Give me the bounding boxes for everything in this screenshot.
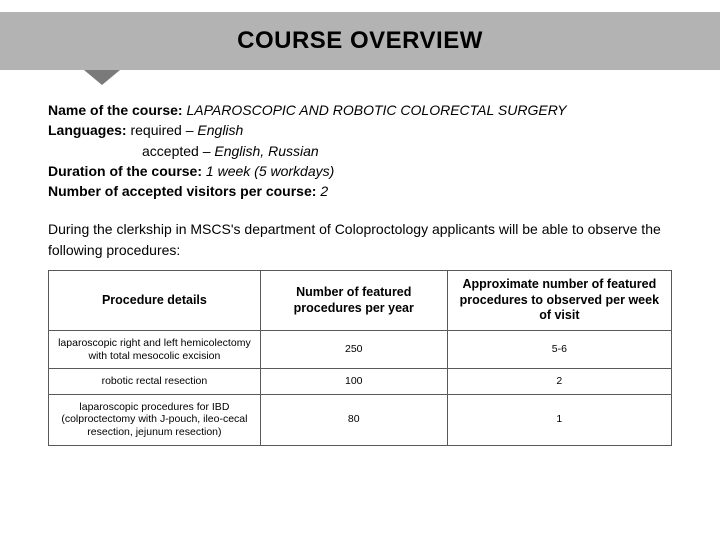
table-header-row: Procedure details Number of featured pro… xyxy=(49,271,672,331)
languages-accepted-label: accepted – xyxy=(142,143,211,159)
intro-dept: Coloproctology xyxy=(335,221,428,237)
table-row: laparoscopic right and left hemicolectom… xyxy=(49,330,672,368)
cell-per-year: 100 xyxy=(260,369,447,395)
cell-per-year: 250 xyxy=(260,330,447,368)
intro-part1: During the clerkship in MSCS's departmen… xyxy=(48,221,335,237)
table-row: laparoscopic procedures for IBD (colproc… xyxy=(49,394,672,445)
visitors-line: Number of accepted visitors per course: … xyxy=(48,181,672,201)
languages-accepted-line: accepted – English, Russian xyxy=(48,141,672,161)
visitors-label: Number of accepted visitors per course: xyxy=(48,183,316,199)
languages-required-value: English xyxy=(197,122,243,138)
cell-desc: laparoscopic procedures for IBD (colproc… xyxy=(49,394,261,445)
duration-line: Duration of the course: 1 week (5 workda… xyxy=(48,161,672,181)
intro-text: During the clerkship in MSCS's departmen… xyxy=(48,219,672,260)
duration-label: Duration of the course: xyxy=(48,163,202,179)
course-name-value: LAPAROSCOPIC AND ROBOTIC COLORECTAL SURG… xyxy=(186,102,566,118)
table-row: robotic rectal resection 100 2 xyxy=(49,369,672,395)
col-header-per-week: Approximate number of featured procedure… xyxy=(447,271,671,331)
languages-required-line: Languages: required – English xyxy=(48,120,672,140)
languages-required-label: required – xyxy=(130,122,193,138)
languages-accepted-value: English, Russian xyxy=(214,143,318,159)
course-name-line: Name of the course: LAPAROSCOPIC AND ROB… xyxy=(48,100,672,120)
cell-per-week: 5-6 xyxy=(447,330,671,368)
header-band: COURSE OVERVIEW xyxy=(0,12,720,70)
page-title: COURSE OVERVIEW xyxy=(237,27,483,55)
cell-desc: robotic rectal resection xyxy=(49,369,261,395)
col-header-procedure: Procedure details xyxy=(49,271,261,331)
cell-per-year: 80 xyxy=(260,394,447,445)
procedures-table: Procedure details Number of featured pro… xyxy=(48,270,672,445)
course-name-label: Name of the course: xyxy=(48,102,183,118)
course-info-block: Name of the course: LAPAROSCOPIC AND ROB… xyxy=(48,100,672,201)
languages-label: Languages: xyxy=(48,122,127,138)
cell-desc: laparoscopic right and left hemicolectom… xyxy=(49,330,261,368)
visitors-value: 2 xyxy=(320,183,328,199)
cell-per-week: 1 xyxy=(447,394,671,445)
cell-per-week: 2 xyxy=(447,369,671,395)
chevron-down-icon xyxy=(84,70,120,85)
col-header-per-year: Number of featured procedures per year xyxy=(260,271,447,331)
duration-value: 1 week (5 workdays) xyxy=(206,163,334,179)
content-area: Name of the course: LAPAROSCOPIC AND ROB… xyxy=(0,70,720,446)
